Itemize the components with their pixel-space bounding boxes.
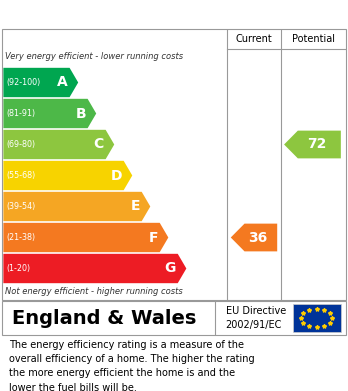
Text: (21-38): (21-38) xyxy=(7,233,35,242)
Polygon shape xyxy=(3,130,114,159)
Text: Current: Current xyxy=(236,34,272,44)
Text: (69-80): (69-80) xyxy=(7,140,35,149)
Text: Not energy efficient - higher running costs: Not energy efficient - higher running co… xyxy=(6,287,183,296)
Text: (92-100): (92-100) xyxy=(7,78,41,87)
Text: The energy efficiency rating is a measure of the
overall efficiency of a home. T: The energy efficiency rating is a measur… xyxy=(9,340,254,391)
Text: F: F xyxy=(149,231,158,244)
Text: (81-91): (81-91) xyxy=(7,109,35,118)
Text: England & Wales: England & Wales xyxy=(12,308,197,328)
Text: EU Directive
2002/91/EC: EU Directive 2002/91/EC xyxy=(226,307,286,330)
Text: C: C xyxy=(94,138,104,151)
Polygon shape xyxy=(231,224,277,251)
Polygon shape xyxy=(3,161,132,190)
Bar xyxy=(293,304,341,332)
Text: D: D xyxy=(110,169,122,183)
Text: G: G xyxy=(165,262,176,276)
Text: 72: 72 xyxy=(307,138,326,151)
Polygon shape xyxy=(284,131,341,158)
Polygon shape xyxy=(3,192,150,221)
Text: Very energy efficient - lower running costs: Very energy efficient - lower running co… xyxy=(6,52,183,61)
Text: (55-68): (55-68) xyxy=(7,171,36,180)
Polygon shape xyxy=(3,99,96,128)
Polygon shape xyxy=(3,68,78,97)
Text: B: B xyxy=(75,106,86,120)
Text: E: E xyxy=(130,199,140,213)
Text: (39-54): (39-54) xyxy=(7,202,36,211)
Text: 36: 36 xyxy=(248,231,268,244)
Polygon shape xyxy=(3,254,186,283)
Text: Energy Efficiency Rating: Energy Efficiency Rating xyxy=(12,7,234,22)
Text: Potential: Potential xyxy=(292,34,335,44)
Text: (1-20): (1-20) xyxy=(7,264,31,273)
Text: A: A xyxy=(57,75,68,90)
Polygon shape xyxy=(3,223,168,252)
